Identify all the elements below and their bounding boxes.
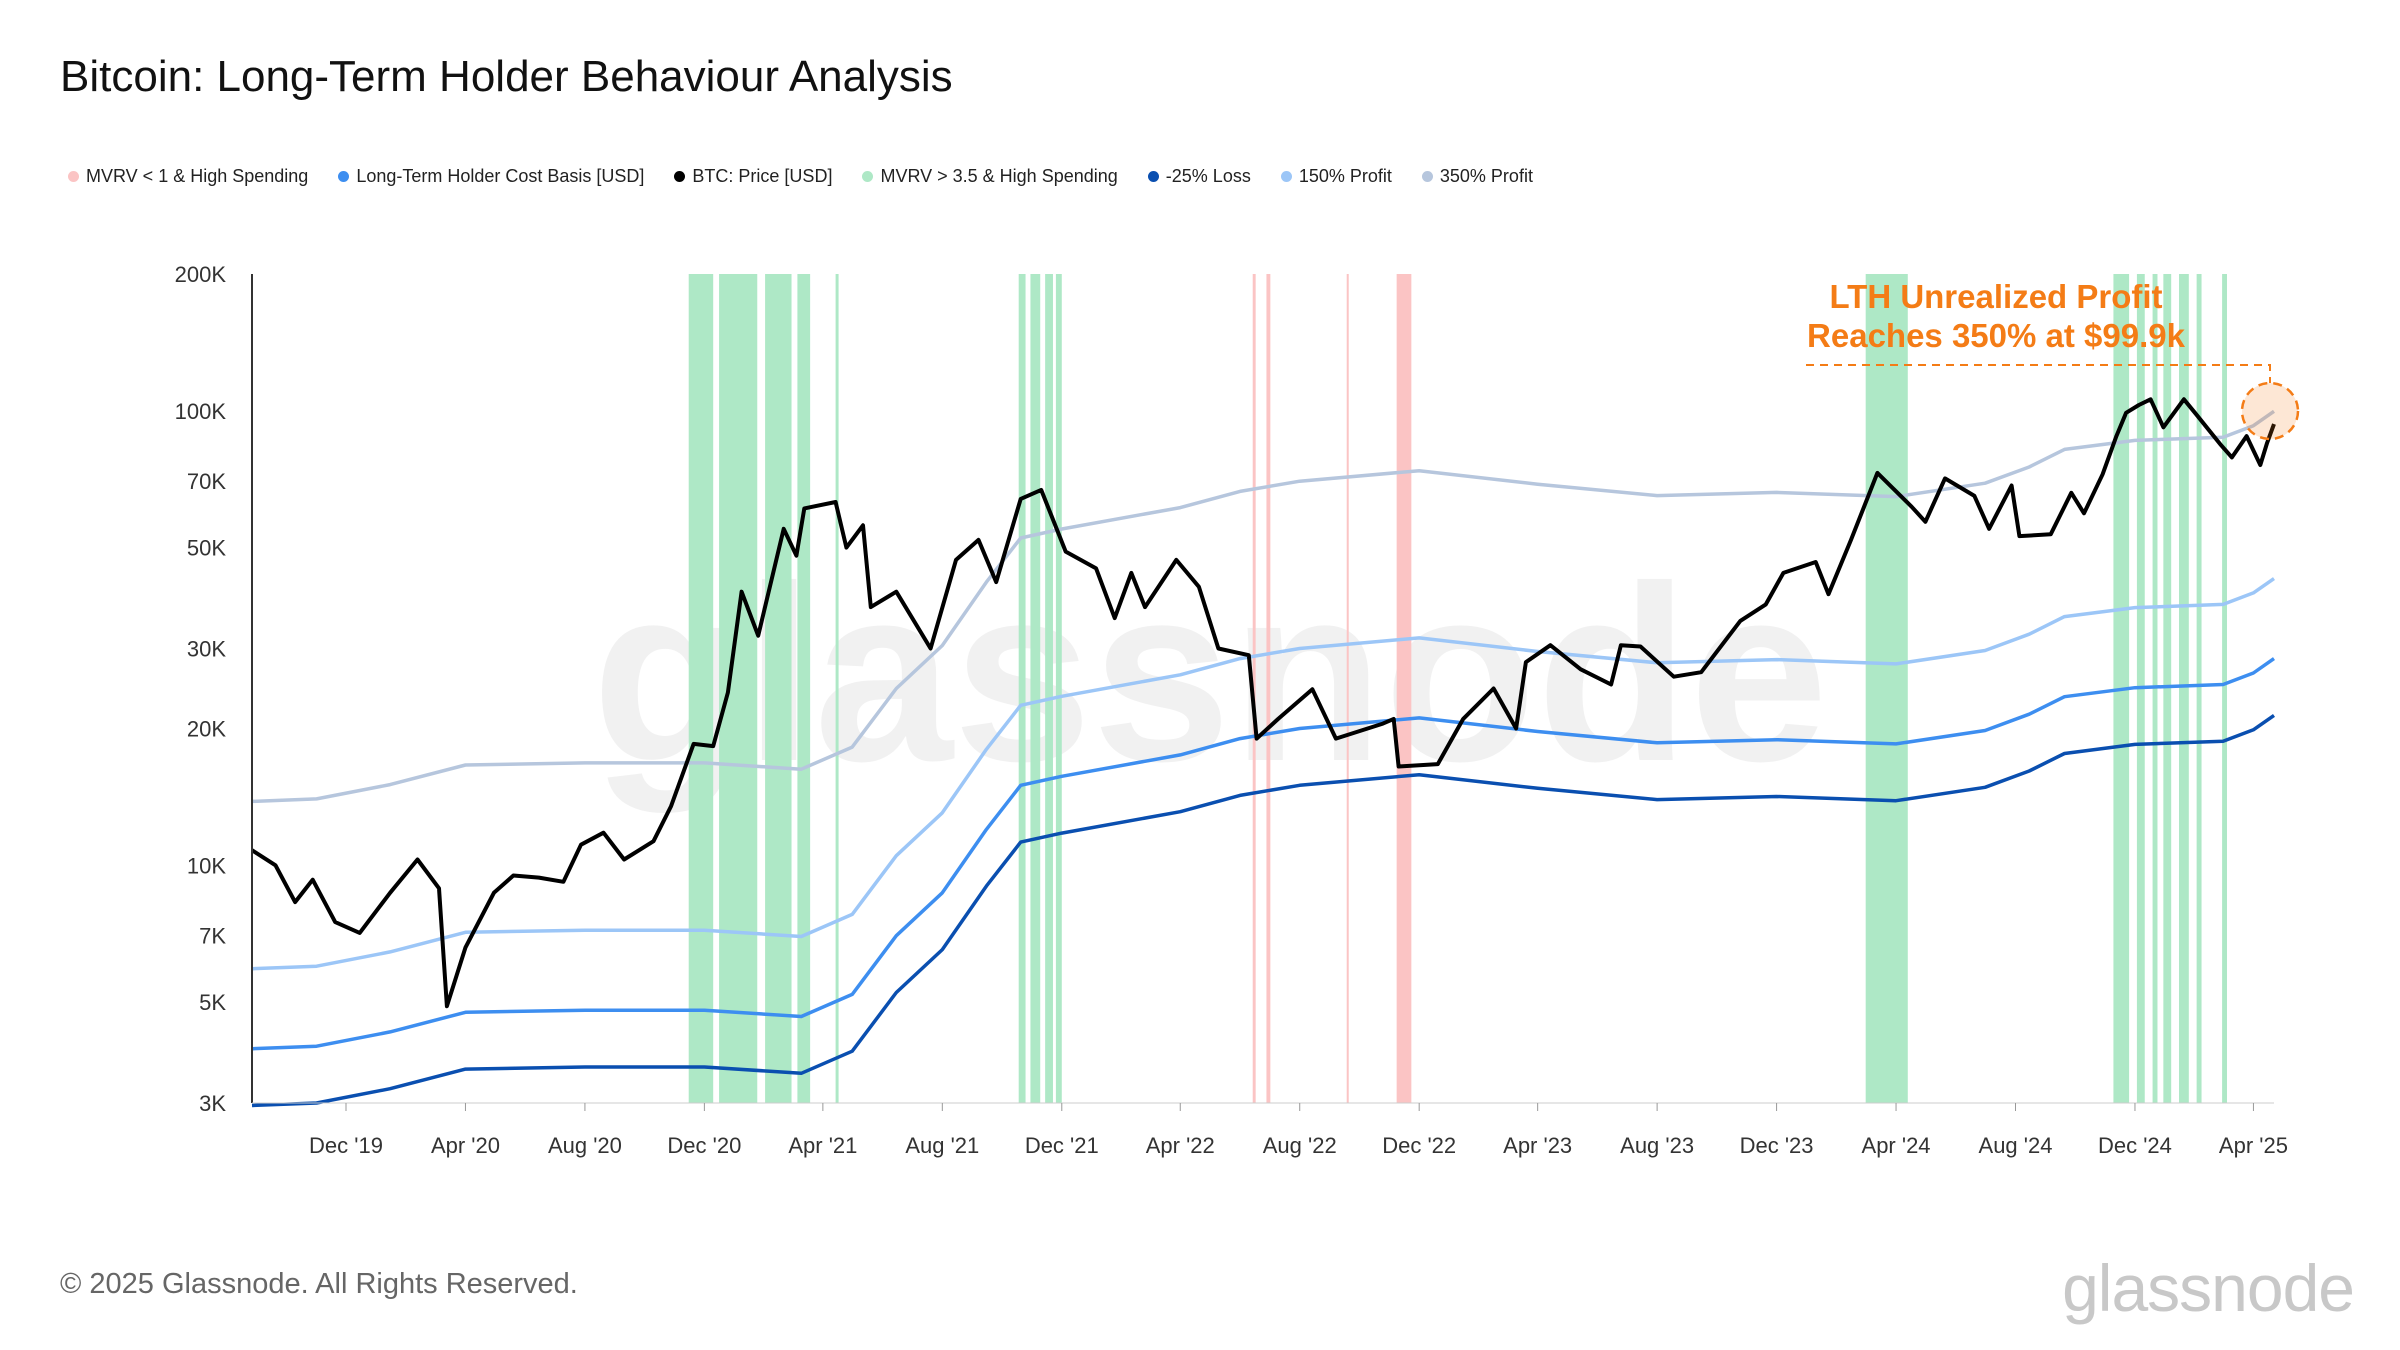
- mvrv-high-spending-region: [1030, 274, 1041, 1103]
- y-tick-label: 10K: [187, 853, 226, 878]
- x-tick-label: Aug '24: [1979, 1133, 2053, 1158]
- mvrv-high-spending-region: [1045, 274, 1053, 1103]
- x-tick-label: Aug '20: [548, 1133, 622, 1158]
- y-tick-label: 7K: [199, 924, 226, 949]
- mvrv-high-spending-region: [2179, 274, 2189, 1103]
- glassnode-logo: glassnode: [2062, 1251, 2355, 1325]
- mvrv-high-spending-region: [688, 274, 714, 1103]
- legend-dot: [674, 171, 686, 182]
- y-tick-label: 200K: [175, 262, 227, 287]
- x-tick-label: Aug '22: [1263, 1133, 1337, 1158]
- y-tick-label: 100K: [175, 399, 227, 424]
- x-tick-label: Aug '21: [905, 1133, 979, 1158]
- mvrv-high-spending-region: [1865, 274, 1908, 1103]
- legend-item-profit-150[interactable]: 150% Profit: [1280, 166, 1392, 187]
- legend-dot: [338, 171, 350, 182]
- annotation-line-1: LTH Unrealized Profit: [1829, 278, 2162, 315]
- mvrv-high-spending-region: [2222, 274, 2227, 1103]
- legend-item-mvrv-low[interactable]: MVRV < 1 & High Spending: [68, 166, 308, 187]
- profit-150-line: [251, 577, 2275, 971]
- x-tick-label: Apr '20: [431, 1133, 500, 1158]
- x-tick-label: Dec '23: [1740, 1133, 1814, 1158]
- mvrv-high-spending-region: [765, 274, 792, 1103]
- series-lines: [250, 397, 2276, 1108]
- legend-label: -25% Loss: [1165, 166, 1251, 186]
- legend-dot: [862, 171, 874, 182]
- legend-item-price[interactable]: BTC: Price [USD]: [674, 166, 832, 187]
- legend-dot: [1280, 171, 1292, 182]
- annotation-highlight-circle: [2240, 381, 2300, 441]
- loss-25-line: [251, 713, 2276, 1108]
- x-tick-label: Dec '24: [2098, 1133, 2172, 1158]
- x-tick-label: Apr '21: [788, 1133, 857, 1158]
- shaded-regions: [688, 274, 2227, 1103]
- y-tick-label: 3K: [199, 1091, 226, 1116]
- mvrv-high-spending-region: [1055, 274, 1062, 1103]
- annotation: LTH Unrealized Profit Reaches 350% at $9…: [1806, 278, 2300, 441]
- legend-dot: [68, 171, 79, 182]
- mvrv-high-spending-region: [1018, 274, 1026, 1103]
- legend-item-cost-basis[interactable]: Long-Term Holder Cost Basis [USD]: [338, 166, 644, 187]
- page-title: Bitcoin: Long-Term Holder Behaviour Anal…: [60, 52, 953, 101]
- legend-label: 350% Profit: [1439, 166, 1533, 186]
- x-ticks: Dec '19 Apr '20 Aug '20 Dec '20 Apr '21 Aug '…: [309, 1103, 2288, 1158]
- legend-label: BTC: Price [USD]: [692, 166, 833, 186]
- legend: MVRV < 1 & High Spending Long-Term Holde…: [68, 166, 1533, 187]
- x-tick-label: Aug '23: [1620, 1133, 1694, 1158]
- legend-item-mvrv-high[interactable]: MVRV > 3.5 & High Spending: [862, 166, 1118, 187]
- mvrv-high-spending-region: [2196, 274, 2202, 1103]
- legend-item-loss-25[interactable]: -25% Loss: [1147, 166, 1251, 187]
- mvrv-high-spending-region: [719, 274, 758, 1103]
- mvrv-low-spending-region: [1266, 274, 1271, 1103]
- y-tick-label: 50K: [187, 536, 226, 561]
- btc-price-line: [250, 397, 2276, 1009]
- x-tick-label: Dec '20: [667, 1133, 741, 1158]
- x-tick-label: Dec '22: [1382, 1133, 1456, 1158]
- copyright: © 2025 Glassnode. All Rights Reserved.: [60, 1268, 578, 1300]
- y-tick-label: 30K: [187, 636, 226, 661]
- y-tick-label: 20K: [187, 717, 226, 742]
- x-tick-label: Apr '23: [1503, 1133, 1572, 1158]
- legend-item-profit-350[interactable]: 350% Profit: [1421, 166, 1533, 187]
- legend-label: Long-Term Holder Cost Basis [USD]: [356, 166, 645, 186]
- legend-dot: [1147, 171, 1159, 182]
- y-ticks: 3K 5K 7K 10K 20K 30K 50K 70K 100K 200K: [175, 262, 227, 1116]
- mvrv-high-spending-region: [797, 274, 811, 1103]
- mvrv-high-spending-region: [835, 274, 839, 1103]
- cost-basis-line: [251, 657, 2276, 1051]
- legend-label: MVRV > 3.5 & High Spending: [880, 166, 1118, 186]
- y-tick-label: 70K: [187, 469, 226, 494]
- mvrv-low-spending-region: [1252, 274, 1256, 1103]
- legend-label: 150% Profit: [1298, 166, 1392, 186]
- legend-label: MVRV < 1 & High Spending: [86, 166, 309, 186]
- x-tick-label: Apr '25: [2219, 1133, 2288, 1158]
- annotation-leader-line: [1806, 364, 2271, 384]
- profit-350-line: [251, 409, 2276, 804]
- mvrv-low-spending-region: [1346, 274, 1349, 1103]
- y-tick-label: 5K: [199, 990, 226, 1015]
- x-tick-label: Dec '19: [309, 1133, 383, 1158]
- legend-dot: [1421, 171, 1433, 182]
- x-tick-label: Apr '24: [1862, 1133, 1931, 1158]
- x-tick-label: Dec '21: [1025, 1133, 1099, 1158]
- x-tick-label: Apr '22: [1146, 1133, 1215, 1158]
- mvrv-low-spending-region: [1396, 274, 1412, 1103]
- mvrv-high-spending-region: [2163, 274, 2172, 1103]
- annotation-line-2: Reaches 350% at $99.9k: [1807, 317, 2186, 354]
